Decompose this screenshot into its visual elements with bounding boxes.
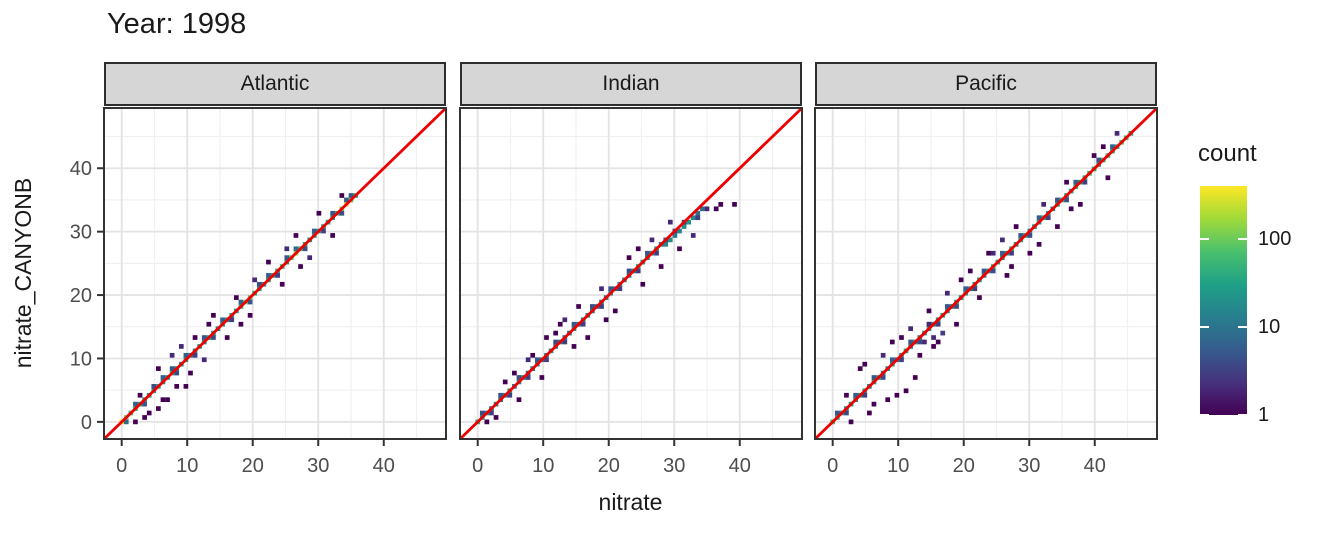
svg-text:40: 40	[373, 455, 395, 477]
legend-tick-mark	[1200, 325, 1209, 328]
legend: count 100 10 1	[1196, 140, 1344, 440]
svg-text:0: 0	[827, 455, 838, 477]
facet-strip-atlantic-label: Atlantic	[240, 72, 310, 95]
y-axis-title: nitrate_CANYONB	[10, 177, 36, 369]
panel-border	[814, 107, 1158, 440]
identity-reference-line	[103, 106, 447, 441]
facet-strip-pacific-label: Pacific	[955, 72, 1017, 95]
svg-text:20: 20	[242, 455, 264, 477]
legend-tick-mark	[1238, 237, 1247, 240]
panel-border	[459, 107, 803, 440]
svg-text:20: 20	[70, 285, 92, 307]
gridlines	[815, 108, 1157, 439]
facet-strip-pacific: Pacific	[815, 62, 1157, 106]
svg-text:40: 40	[729, 455, 751, 477]
x-axis: 0 10 20 30 40	[472, 439, 751, 477]
x-axis: 0 10 20 30 40	[827, 439, 1106, 477]
panel-atlantic: 0 10 20 30 40 0 10 20 30 40	[70, 106, 447, 477]
svg-text:20: 20	[953, 455, 975, 477]
y-axis: 0 10 20 30 40	[70, 158, 104, 434]
identity-reference-line	[814, 106, 1158, 441]
svg-text:10: 10	[70, 348, 92, 370]
legend-title: count	[1198, 140, 1257, 167]
legend-tick-mark	[1200, 414, 1209, 416]
gridlines	[104, 108, 446, 439]
legend-colorbar	[1200, 186, 1247, 415]
legend-tick-mark	[1238, 325, 1247, 328]
identity-reference-line	[459, 106, 803, 441]
x-axis: 0 10 20 30 40	[116, 439, 395, 477]
svg-text:40: 40	[70, 158, 92, 180]
facet-strip-indian: Indian	[460, 62, 802, 106]
panel-border	[103, 107, 447, 440]
svg-text:10: 10	[887, 455, 909, 477]
svg-text:0: 0	[81, 412, 92, 434]
plot-title: Year: 1998	[107, 8, 247, 40]
panel-indian: 0 10 20 30 40	[459, 106, 803, 477]
legend-tick-label: 100	[1258, 227, 1292, 250]
facet-strip-indian-label: Indian	[602, 72, 660, 95]
gridlines	[460, 108, 802, 439]
svg-text:30: 30	[663, 455, 685, 477]
panel-pacific: 0 10 20 30 40	[814, 106, 1158, 477]
legend-tick-mark	[1200, 237, 1209, 240]
svg-text:0: 0	[116, 455, 127, 477]
svg-text:10: 10	[532, 455, 554, 477]
svg-text:40: 40	[1084, 455, 1106, 477]
legend-tick-label: 1	[1258, 404, 1270, 426]
svg-text:30: 30	[70, 222, 92, 244]
x-axis-title: nitrate	[598, 489, 663, 515]
legend-tick-label: 10	[1258, 315, 1281, 338]
legend-tick-mark	[1238, 414, 1247, 416]
svg-text:30: 30	[1018, 455, 1040, 477]
facet-strip-atlantic: Atlantic	[104, 62, 446, 106]
svg-text:10: 10	[176, 455, 198, 477]
svg-text:20: 20	[598, 455, 620, 477]
svg-text:30: 30	[307, 455, 329, 477]
svg-text:0: 0	[472, 455, 483, 477]
